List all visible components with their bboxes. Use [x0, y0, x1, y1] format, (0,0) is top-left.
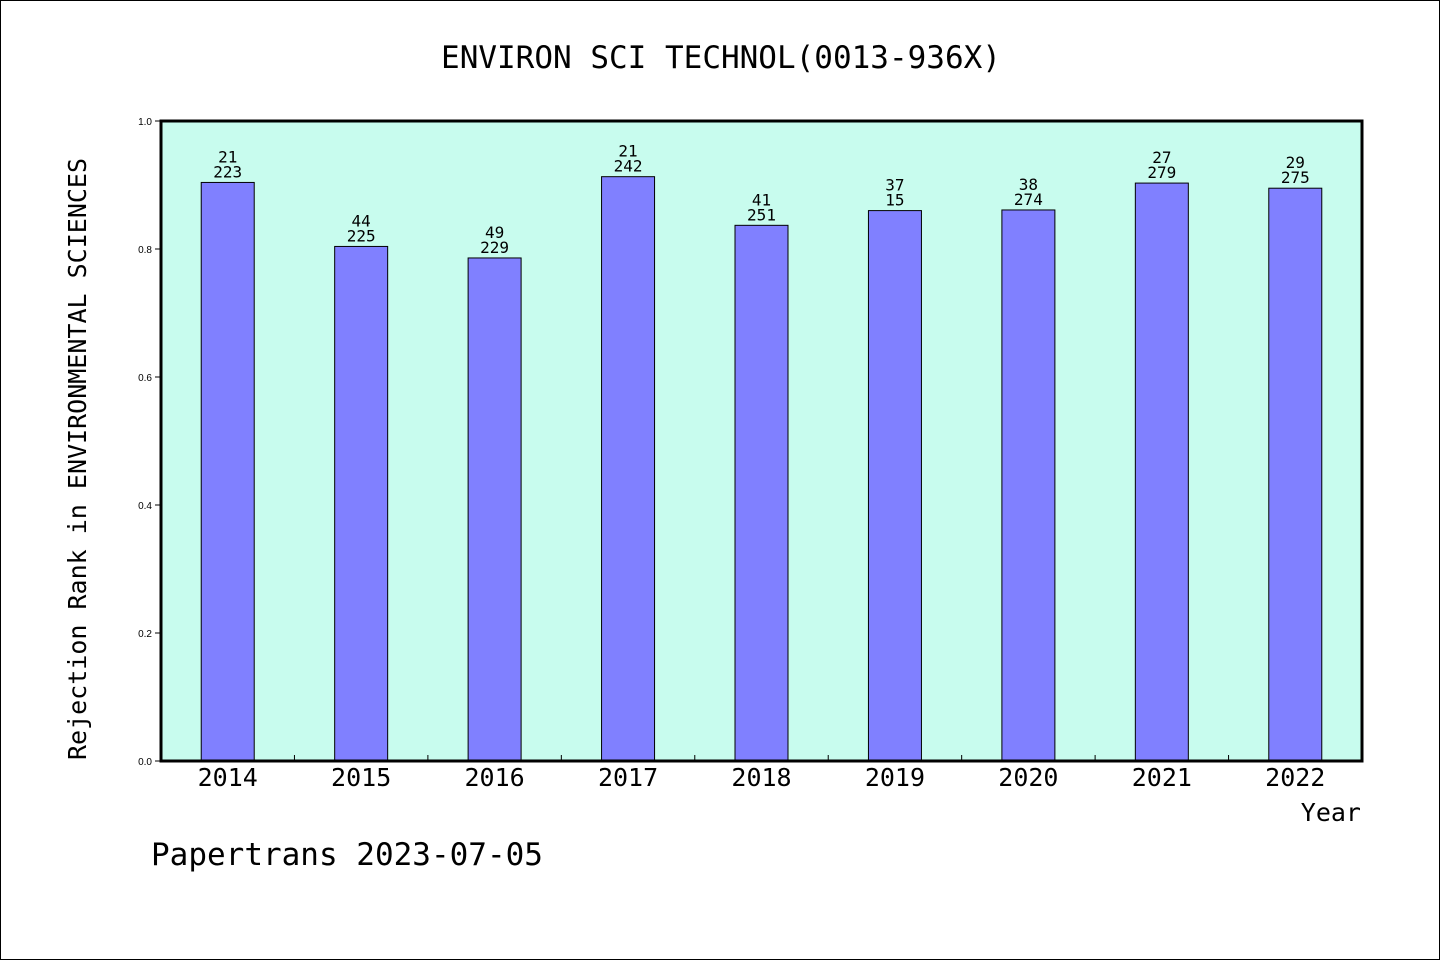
bar-2022: [1268, 187, 1323, 762]
x-tick-label: 2022: [1265, 763, 1325, 792]
bar-label-top: 21: [618, 142, 637, 161]
bar-label-top: 37: [885, 176, 904, 195]
bar-label-top: 27: [1152, 148, 1171, 167]
y-tick-label: 0.0: [138, 757, 152, 768]
bar-label-bottom: 251: [747, 205, 776, 224]
x-tick-label: 2016: [465, 763, 525, 792]
x-tick-label: 2021: [1132, 763, 1192, 792]
x-tick-label: 2014: [198, 763, 258, 792]
bar-label-bottom: 223: [213, 162, 242, 181]
bar-label-top: 49: [485, 223, 504, 242]
bar-label-top: 44: [352, 211, 371, 230]
bar-label-bottom: 225: [347, 226, 376, 245]
footer-text: Papertrans 2023-07-05: [151, 837, 543, 873]
bar-2019: [867, 210, 922, 762]
x-tick-label: 2020: [998, 763, 1058, 792]
x-tick-label: 2019: [865, 763, 925, 792]
bar-2015: [334, 245, 389, 762]
bar-label-top: 38: [1019, 175, 1038, 194]
bar-label-bottom: 242: [614, 157, 643, 176]
bar-label-bottom: 15: [885, 191, 904, 210]
y-tick-label: 1.0: [138, 117, 152, 128]
bar-label-top: 29: [1286, 153, 1305, 172]
bar-label-bottom: 279: [1147, 163, 1176, 182]
y-tick-label: 0.4: [138, 501, 152, 512]
bar-label-bottom: 275: [1281, 168, 1310, 187]
bar-2020: [1001, 209, 1056, 762]
x-tick-label: 2015: [331, 763, 391, 792]
x-tick-label: 2017: [598, 763, 658, 792]
y-axis-label: Rejection Rank in ENVIRONMENTAL SCIENCES: [63, 158, 92, 760]
bar-2021: [1134, 182, 1189, 762]
y-tick-label: 0.8: [138, 245, 152, 256]
bar-label-bottom: 229: [480, 238, 509, 257]
y-axis: 0.0 0.2 0.4 0.6 0.8 1.0: [138, 117, 161, 768]
bar-2018: [734, 224, 789, 762]
y-tick-label: 0.6: [138, 373, 152, 384]
x-axis: 2014 2015 2016 2017 2018 2019 2020 2021 2022: [198, 755, 1325, 792]
bar-2014: [200, 181, 255, 762]
bar-label-top: 41: [752, 190, 771, 209]
bar-label-top: 21: [218, 147, 237, 166]
bars: [200, 176, 1323, 762]
x-tick-label: 2018: [731, 763, 791, 792]
plot-border: [159, 119, 1364, 763]
bar-2017: [601, 176, 656, 762]
x-axis-label: Year: [1301, 798, 1361, 827]
bar-2016: [467, 257, 522, 762]
chart-title: ENVIRON SCI TECHNOL(0013-936X): [441, 40, 1001, 76]
y-tick-label: 0.2: [138, 629, 152, 640]
bar-label-bottom: 274: [1014, 190, 1043, 209]
